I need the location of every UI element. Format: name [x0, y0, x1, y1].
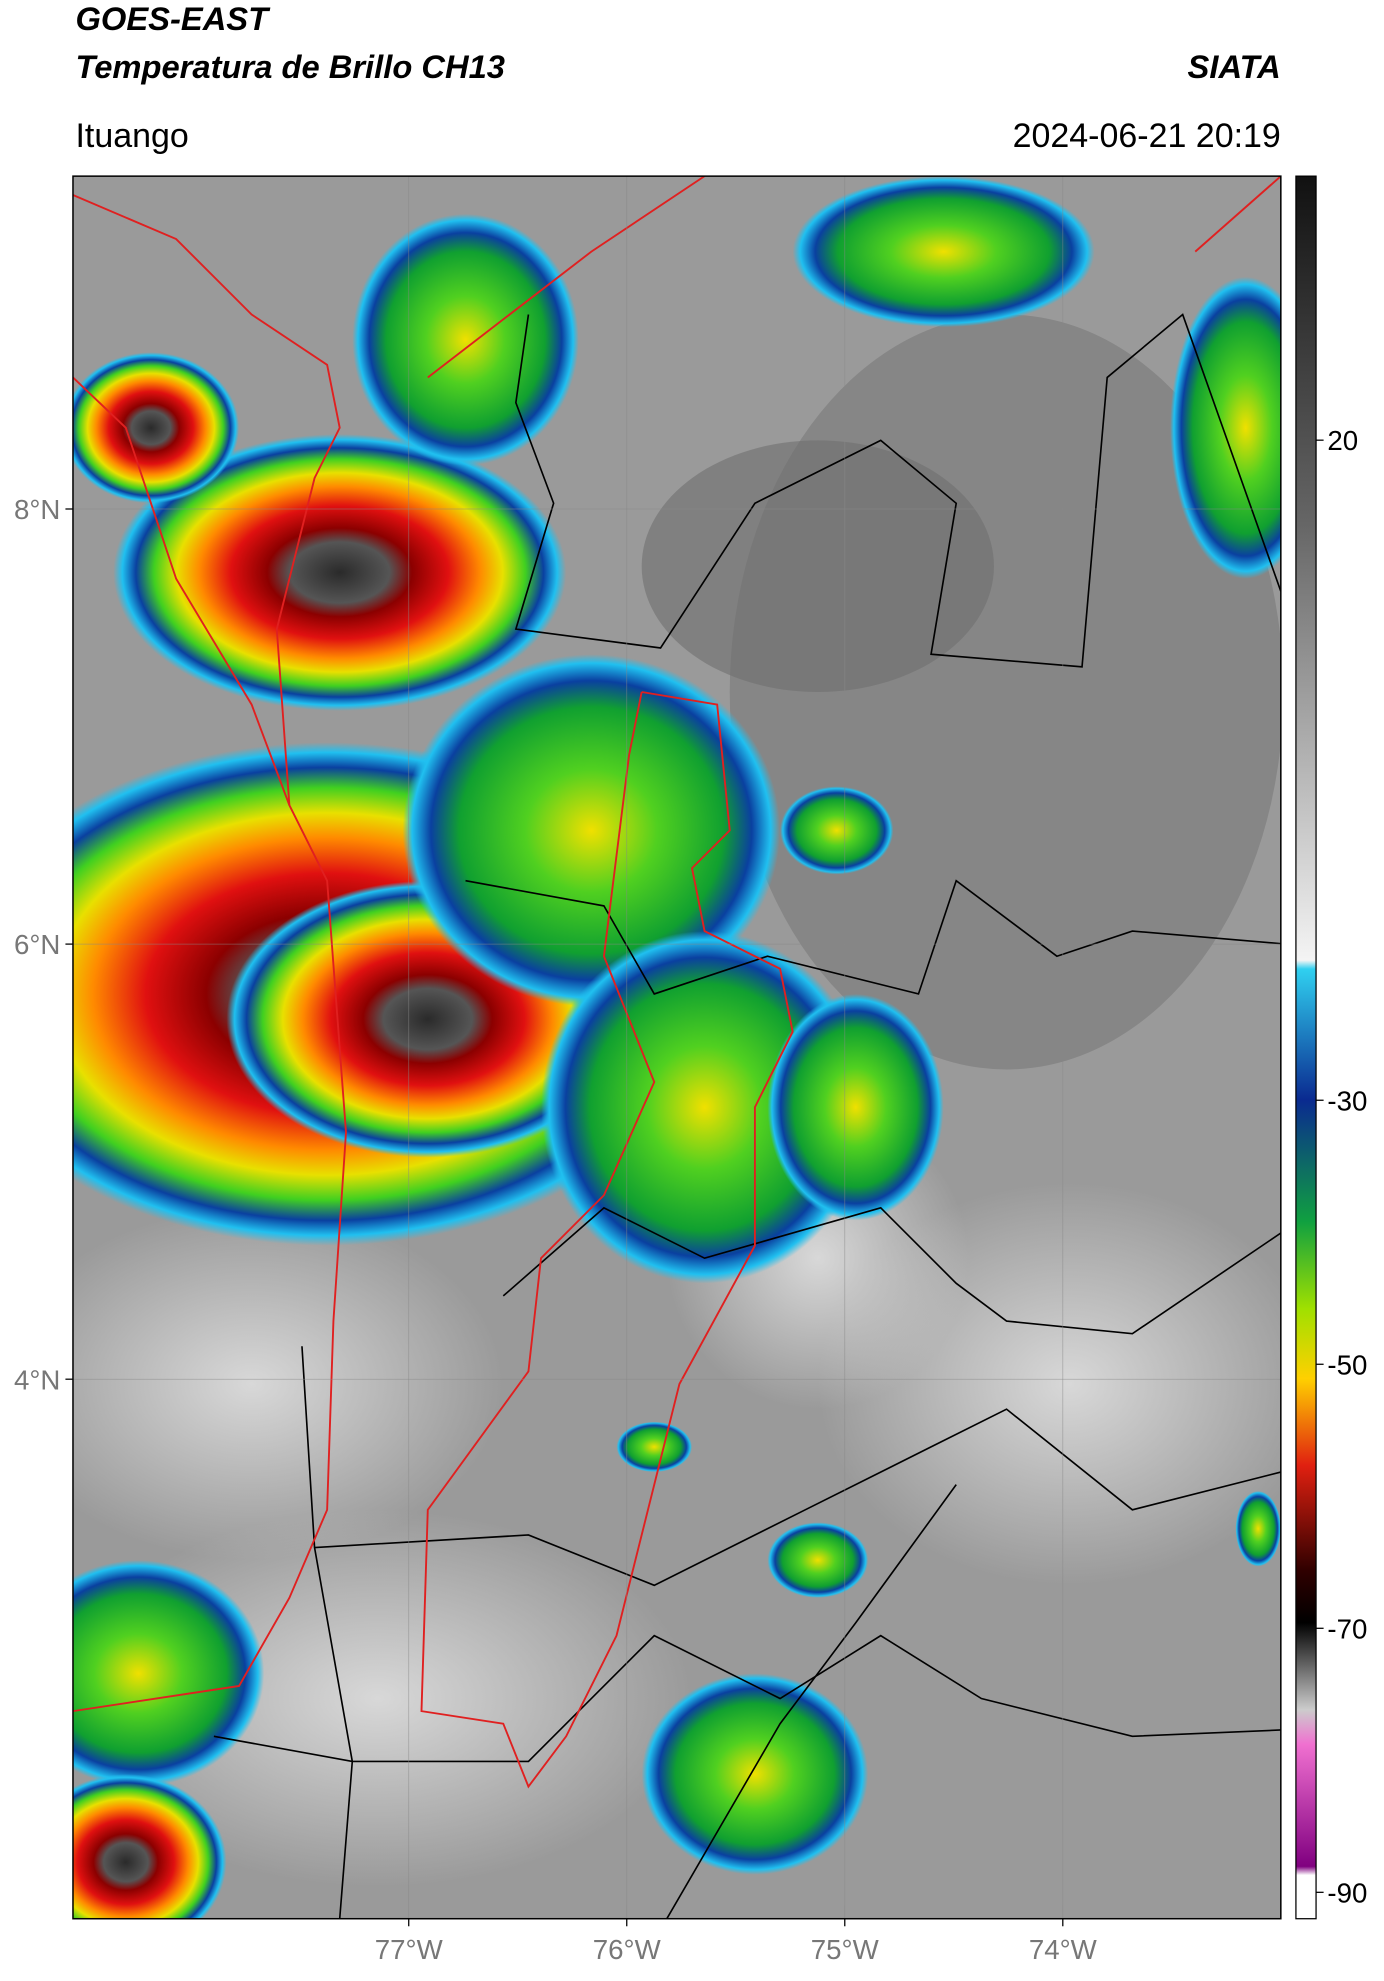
lat-tick-label: 8°N	[14, 494, 60, 525]
lon-tick-label: 75°W	[811, 1934, 880, 1965]
graticule	[72, 176, 1281, 1919]
title: GOES-EAST	[75, 0, 271, 37]
colorbar-tick-label: -30	[1327, 1085, 1367, 1116]
satellite-image	[72, 176, 1281, 1919]
lon-tick-label: 74°W	[1029, 1934, 1098, 1965]
colorbar-tick-label: -70	[1327, 1613, 1367, 1644]
colorbar	[1295, 175, 1317, 1920]
location: Ituango	[75, 117, 188, 155]
source: SIATA	[1188, 48, 1281, 85]
lat-tick-label: 4°N	[14, 1364, 60, 1395]
colorbar-tick-label: 20	[1327, 425, 1358, 456]
map-frame	[72, 175, 1282, 1920]
lat-tick-label: 6°N	[14, 929, 60, 960]
subtitle: Temperatura de Brillo CH13	[75, 48, 505, 85]
lon-tick-label: 76°W	[593, 1934, 662, 1965]
lon-tick-label: 77°W	[375, 1934, 444, 1965]
colorbar-tick-label: -90	[1327, 1877, 1367, 1908]
datetime: 2024-06-21 20:19	[1013, 117, 1281, 155]
colorbar-tick-label: -50	[1327, 1349, 1367, 1380]
